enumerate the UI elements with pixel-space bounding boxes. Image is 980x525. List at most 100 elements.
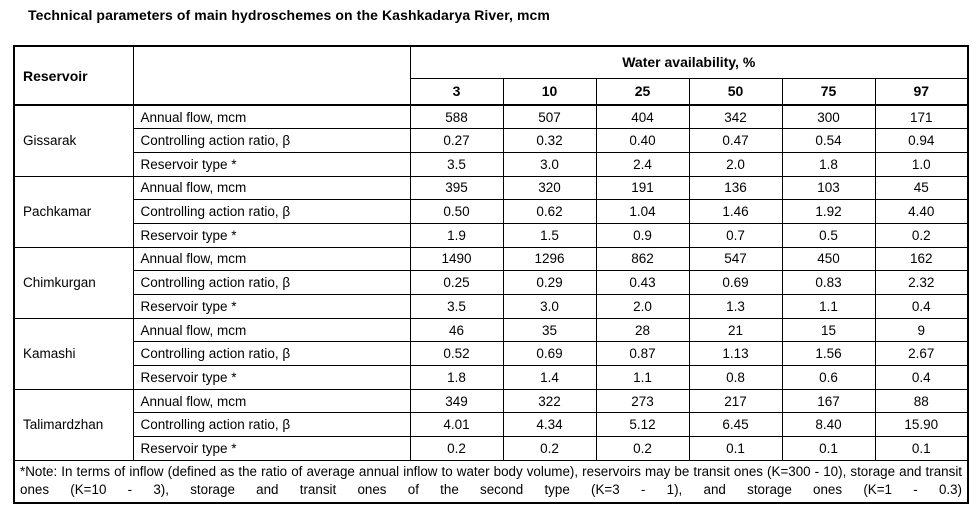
- value-cell: 1.4: [502, 365, 597, 390]
- value-cell: 1.56: [781, 341, 876, 367]
- value-cell: 2.0: [688, 151, 783, 177]
- value-cell: 0.2: [409, 436, 504, 461]
- table-row: Reservoir type * 0.2 0.2 0.2 0.1 0.1 0.1: [14, 436, 969, 461]
- parameter-label: Controlling action ratio, β: [132, 341, 411, 367]
- availability-level-header: 75: [781, 77, 876, 106]
- value-cell: 1.04: [595, 199, 690, 224]
- value-cell: 273: [595, 388, 690, 414]
- value-cell: 6.45: [688, 412, 783, 438]
- value-cell: 191: [595, 175, 690, 201]
- parameter-label: Reservoir type *: [132, 365, 411, 390]
- hydroschemes-parameters-table: Reservoir Water availability, % 3 10 25 50 7…: [13, 45, 970, 504]
- value-cell: 2.4: [595, 151, 690, 177]
- value-cell: 1490: [409, 246, 504, 272]
- reservoir-name: Pachkamar: [13, 175, 134, 248]
- value-cell: 1.46: [688, 199, 783, 224]
- value-cell: 1.8: [409, 365, 504, 390]
- value-cell: 171: [874, 104, 969, 130]
- value-cell: 507: [502, 104, 597, 130]
- table-note: *Note: In terms of inflow (defined as th…: [13, 459, 969, 504]
- value-cell: 0.25: [409, 270, 504, 295]
- value-cell: 0.43: [595, 270, 690, 295]
- parameter-label: Controlling action ratio, β: [132, 412, 411, 438]
- table-footer: *Note: In terms of inflow (defined as th…: [13, 459, 969, 504]
- value-cell: 322: [502, 388, 597, 414]
- value-cell: 0.69: [502, 341, 597, 367]
- parameter-label: Reservoir type *: [132, 222, 411, 248]
- table-row: Controlling action ratio, β 4.01 4.34 5.12 6…: [14, 412, 969, 438]
- parameter-label: Reservoir type *: [132, 436, 411, 461]
- value-cell: 46: [409, 317, 504, 343]
- value-cell: 0.7: [688, 222, 783, 248]
- value-cell: 2.67: [874, 341, 969, 367]
- value-cell: 0.32: [502, 128, 597, 153]
- value-cell: 88: [874, 388, 969, 414]
- parameter-label: Controlling action ratio, β: [132, 128, 411, 153]
- value-cell: 9: [874, 317, 969, 343]
- value-cell: 0.4: [874, 294, 969, 319]
- page-title: Technical parameters of main hydroscheme…: [28, 7, 550, 23]
- value-cell: 162: [874, 246, 969, 272]
- reservoir-name: Kamashi: [13, 317, 134, 390]
- table-row: Reservoir type * 3.5 3.0 2.0 1.3 1.1 0.4: [14, 294, 969, 319]
- table-row: Chimkurgan Annual flow, mcm 1490 1296 862 547…: [13, 246, 969, 319]
- value-cell: 136: [688, 175, 783, 201]
- value-cell: 15.90: [874, 412, 969, 438]
- value-cell: 0.2: [595, 436, 690, 461]
- availability-level-header: 50: [688, 77, 783, 106]
- header-row-group: Reservoir Water availability, %: [13, 45, 969, 106]
- value-cell: 1.1: [781, 294, 876, 319]
- value-cell: 450: [781, 246, 876, 272]
- value-cell: 0.40: [595, 128, 690, 153]
- value-cell: 0.62: [502, 199, 597, 224]
- parameter-label: Annual flow, mcm: [132, 388, 411, 414]
- value-cell: 0.29: [502, 270, 597, 295]
- table-row: Controlling action ratio, β 0.50 0.62 1.04 1…: [14, 199, 969, 224]
- table-row: Gissarak Annual flow, mcm 588 507 404 342 300 1…: [13, 104, 969, 177]
- table-row: Reservoir type * 3.5 3.0 2.4 2.0 1.8 1.0: [14, 151, 969, 177]
- value-cell: 349: [409, 388, 504, 414]
- parameter-label: Annual flow, mcm: [132, 175, 411, 201]
- value-cell: 1.3: [688, 294, 783, 319]
- value-cell: 0.2: [874, 222, 969, 248]
- value-cell: 35: [502, 317, 597, 343]
- parameter-label: Annual flow, mcm: [132, 104, 411, 130]
- value-cell: 1.9: [409, 222, 504, 248]
- value-cell: 1296: [502, 246, 597, 272]
- availability-level-header: 25: [595, 77, 690, 106]
- table-row: Controlling action ratio, β 0.25 0.29 0.43 0…: [14, 270, 969, 295]
- value-cell: 0.1: [874, 436, 969, 461]
- value-cell: 167: [781, 388, 876, 414]
- table-row: Reservoir type * 1.8 1.4 1.1 0.8 0.6 0.4: [14, 365, 969, 390]
- value-cell: 0.52: [409, 341, 504, 367]
- reservoir-name: Talimardzhan: [13, 388, 134, 461]
- value-cell: 1.92: [781, 199, 876, 224]
- value-cell: 2.0: [595, 294, 690, 319]
- value-cell: 404: [595, 104, 690, 130]
- parameter-label: Annual flow, mcm: [132, 246, 411, 272]
- value-cell: 5.12: [595, 412, 690, 438]
- value-cell: 0.1: [688, 436, 783, 461]
- value-cell: 15: [781, 317, 876, 343]
- reservoir-column-header: Reservoir: [13, 45, 134, 106]
- value-cell: 217: [688, 388, 783, 414]
- value-cell: 3.5: [409, 294, 504, 319]
- parameter-label: Reservoir type *: [132, 294, 411, 319]
- value-cell: 8.40: [781, 412, 876, 438]
- parameter-label: Controlling action ratio, β: [132, 199, 411, 224]
- parameter-label: Reservoir type *: [132, 151, 411, 177]
- value-cell: 1.13: [688, 341, 783, 367]
- table-header: Reservoir Water availability, % 3 10 25 50 7…: [13, 45, 969, 106]
- table-row: Talimardzhan Annual flow, mcm 349 322 273 217…: [13, 388, 969, 461]
- table-row: Reservoir type * 1.9 1.5 0.9 0.7 0.5 0.2: [14, 222, 969, 248]
- value-cell: 3.0: [502, 294, 597, 319]
- value-cell: 342: [688, 104, 783, 130]
- value-cell: 1.0: [874, 151, 969, 177]
- value-cell: 3.0: [502, 151, 597, 177]
- value-cell: 0.47: [688, 128, 783, 153]
- value-cell: 0.83: [781, 270, 876, 295]
- value-cell: 862: [595, 246, 690, 272]
- table-body: Gissarak Annual flow, mcm 588 507 404 342 300 1…: [13, 104, 969, 461]
- value-cell: 1.8: [781, 151, 876, 177]
- value-cell: 21: [688, 317, 783, 343]
